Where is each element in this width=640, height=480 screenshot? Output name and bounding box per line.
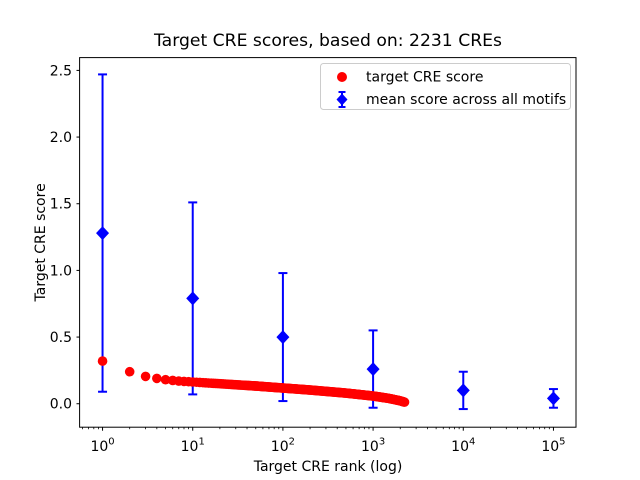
y-tick-label: 1.0: [50, 263, 72, 279]
legend-box: [320, 63, 571, 110]
target-score-dot: [152, 373, 162, 384]
y-tick-label: 0.5: [50, 330, 72, 346]
x-axis-label: Target CRE rank (log): [253, 459, 403, 475]
y-tick-label: 2.5: [50, 63, 72, 79]
y-tick-label: 2.0: [50, 130, 72, 146]
target-score-series: [97, 356, 410, 407]
target-score-dot: [399, 397, 410, 407]
mean-score-diamond: [96, 226, 110, 241]
axis-ticks: 100 101 102 103 104 105 0.0 0.5 1.0 1.5 2.0 2.5: [50, 63, 566, 455]
x-tick-label: 103: [361, 437, 385, 456]
x-tick-label: 105: [541, 437, 565, 456]
target-score-dot: [140, 371, 151, 382]
mean-score-diamond: [366, 362, 380, 377]
mean-score-diamond: [456, 383, 470, 398]
x-tick-label: 100: [90, 437, 114, 456]
mean-score-diamond: [276, 330, 290, 345]
target-score-dot: [160, 374, 171, 385]
x-tick-label: 102: [271, 437, 295, 456]
mean-score-diamond: [546, 391, 560, 406]
x-tick-label: 104: [451, 437, 475, 456]
y-tick-label: 0.0: [50, 397, 72, 413]
mean-score-diamond: [186, 291, 200, 306]
target-score-dot: [97, 356, 108, 366]
legend-label-target-score: target CRE score: [366, 70, 483, 86]
chart-title: Target CRE scores, based on: 2231 CREs: [153, 31, 502, 51]
mean-score-series: [96, 73, 560, 411]
legend-marker-target-score-icon: [337, 72, 347, 82]
y-axis-label: Target CRE score: [33, 183, 49, 302]
legend-label-mean-score: mean score across all motifs: [366, 92, 566, 108]
legend-marker-mean-score-icon: [336, 91, 348, 108]
target-score-dot: [124, 366, 135, 377]
legend: target CRE score mean score across all m…: [320, 63, 571, 110]
plot-frame: [79, 57, 577, 428]
x-tick-label: 101: [181, 437, 205, 456]
y-tick-label: 1.5: [50, 197, 72, 213]
